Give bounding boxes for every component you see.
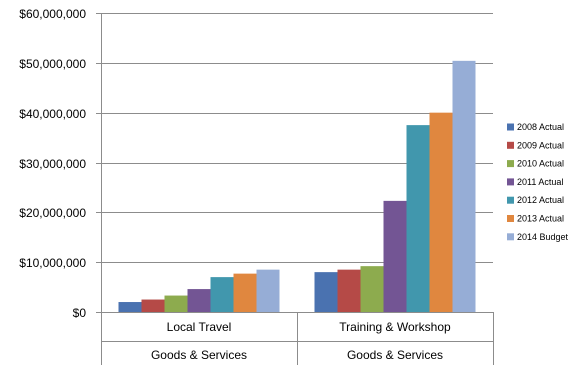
y-tick-label: $10,000,000 xyxy=(19,256,86,270)
bar-2011-actual xyxy=(383,200,407,312)
bar-2011-actual xyxy=(187,289,211,312)
category-label: Training & Workshop xyxy=(339,320,451,334)
y-tick-label: $30,000,000 xyxy=(19,157,86,171)
y-tick-label: $20,000,000 xyxy=(19,206,86,220)
legend-label: 2014 Budget xyxy=(517,232,569,242)
gridlines xyxy=(96,13,493,313)
group-label: Goods & Services xyxy=(151,348,247,362)
bars xyxy=(118,60,476,313)
group-label: Goods & Services xyxy=(347,348,443,362)
bar-2009-actual xyxy=(141,299,165,312)
bar-2014-budget xyxy=(256,269,280,312)
bar-2008-actual xyxy=(118,302,142,312)
legend-label: 2009 Actual xyxy=(517,140,564,150)
bar-2009-actual xyxy=(337,269,361,312)
bar-2010-actual xyxy=(360,266,384,312)
bar-2014-budget xyxy=(452,60,476,313)
legend-swatch xyxy=(507,123,514,131)
y-axis: $0 $10,000,000 $20,000,000 $30,000,000 $40,0… xyxy=(19,7,102,320)
y-tick-label: $40,000,000 xyxy=(19,107,86,121)
bar-2012-actual xyxy=(210,277,234,312)
legend-swatch xyxy=(507,233,514,241)
legend-swatch xyxy=(507,215,514,222)
bar-2008-actual xyxy=(314,272,338,312)
legend: 2008 Actual 2009 Actual 2010 Actual 2011 Ac… xyxy=(507,122,569,242)
bar-2010-actual xyxy=(164,295,188,312)
y-tick-label: $0 xyxy=(73,306,87,320)
category-label: Local Travel xyxy=(167,320,232,334)
legend-label: 2008 Actual xyxy=(517,122,564,132)
legend-label: 2013 Actual xyxy=(517,214,564,224)
bar-2012-actual xyxy=(406,125,430,312)
bar-2013-actual xyxy=(429,112,453,313)
legend-label: 2010 Actual xyxy=(517,159,564,169)
y-tick-label: $60,000,000 xyxy=(19,7,86,21)
legend-label: 2011 Actual xyxy=(517,177,563,187)
bar-2013-actual xyxy=(233,273,257,312)
y-tick-label: $50,000,000 xyxy=(19,57,86,71)
legend-swatch xyxy=(507,178,514,186)
x-axis: Local Travel Goods & Services Training & W… xyxy=(101,312,494,365)
legend-swatch xyxy=(507,141,514,149)
legend-label: 2012 Actual xyxy=(517,195,564,205)
legend-swatch xyxy=(507,196,514,204)
legend-swatch xyxy=(507,160,514,168)
